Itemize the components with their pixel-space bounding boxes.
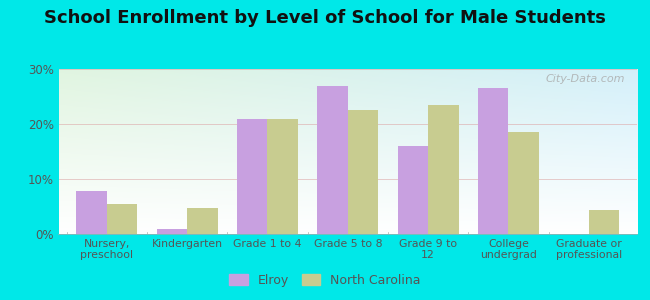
Text: School Enrollment by Level of School for Male Students: School Enrollment by Level of School for… — [44, 9, 606, 27]
Bar — [589, 210, 619, 234]
Bar — [428, 105, 459, 234]
Bar — [237, 118, 267, 234]
Text: City-Data.com: City-Data.com — [546, 74, 625, 84]
Bar — [157, 229, 187, 234]
Bar — [478, 88, 508, 234]
Bar — [508, 132, 539, 234]
Legend: Elroy, North Carolina: Elroy, North Carolina — [226, 270, 424, 291]
Bar — [348, 110, 378, 234]
Bar — [76, 191, 107, 234]
Bar — [317, 85, 348, 234]
Bar — [267, 118, 298, 234]
Bar — [398, 146, 428, 234]
Bar — [107, 204, 137, 234]
Bar — [187, 208, 218, 234]
